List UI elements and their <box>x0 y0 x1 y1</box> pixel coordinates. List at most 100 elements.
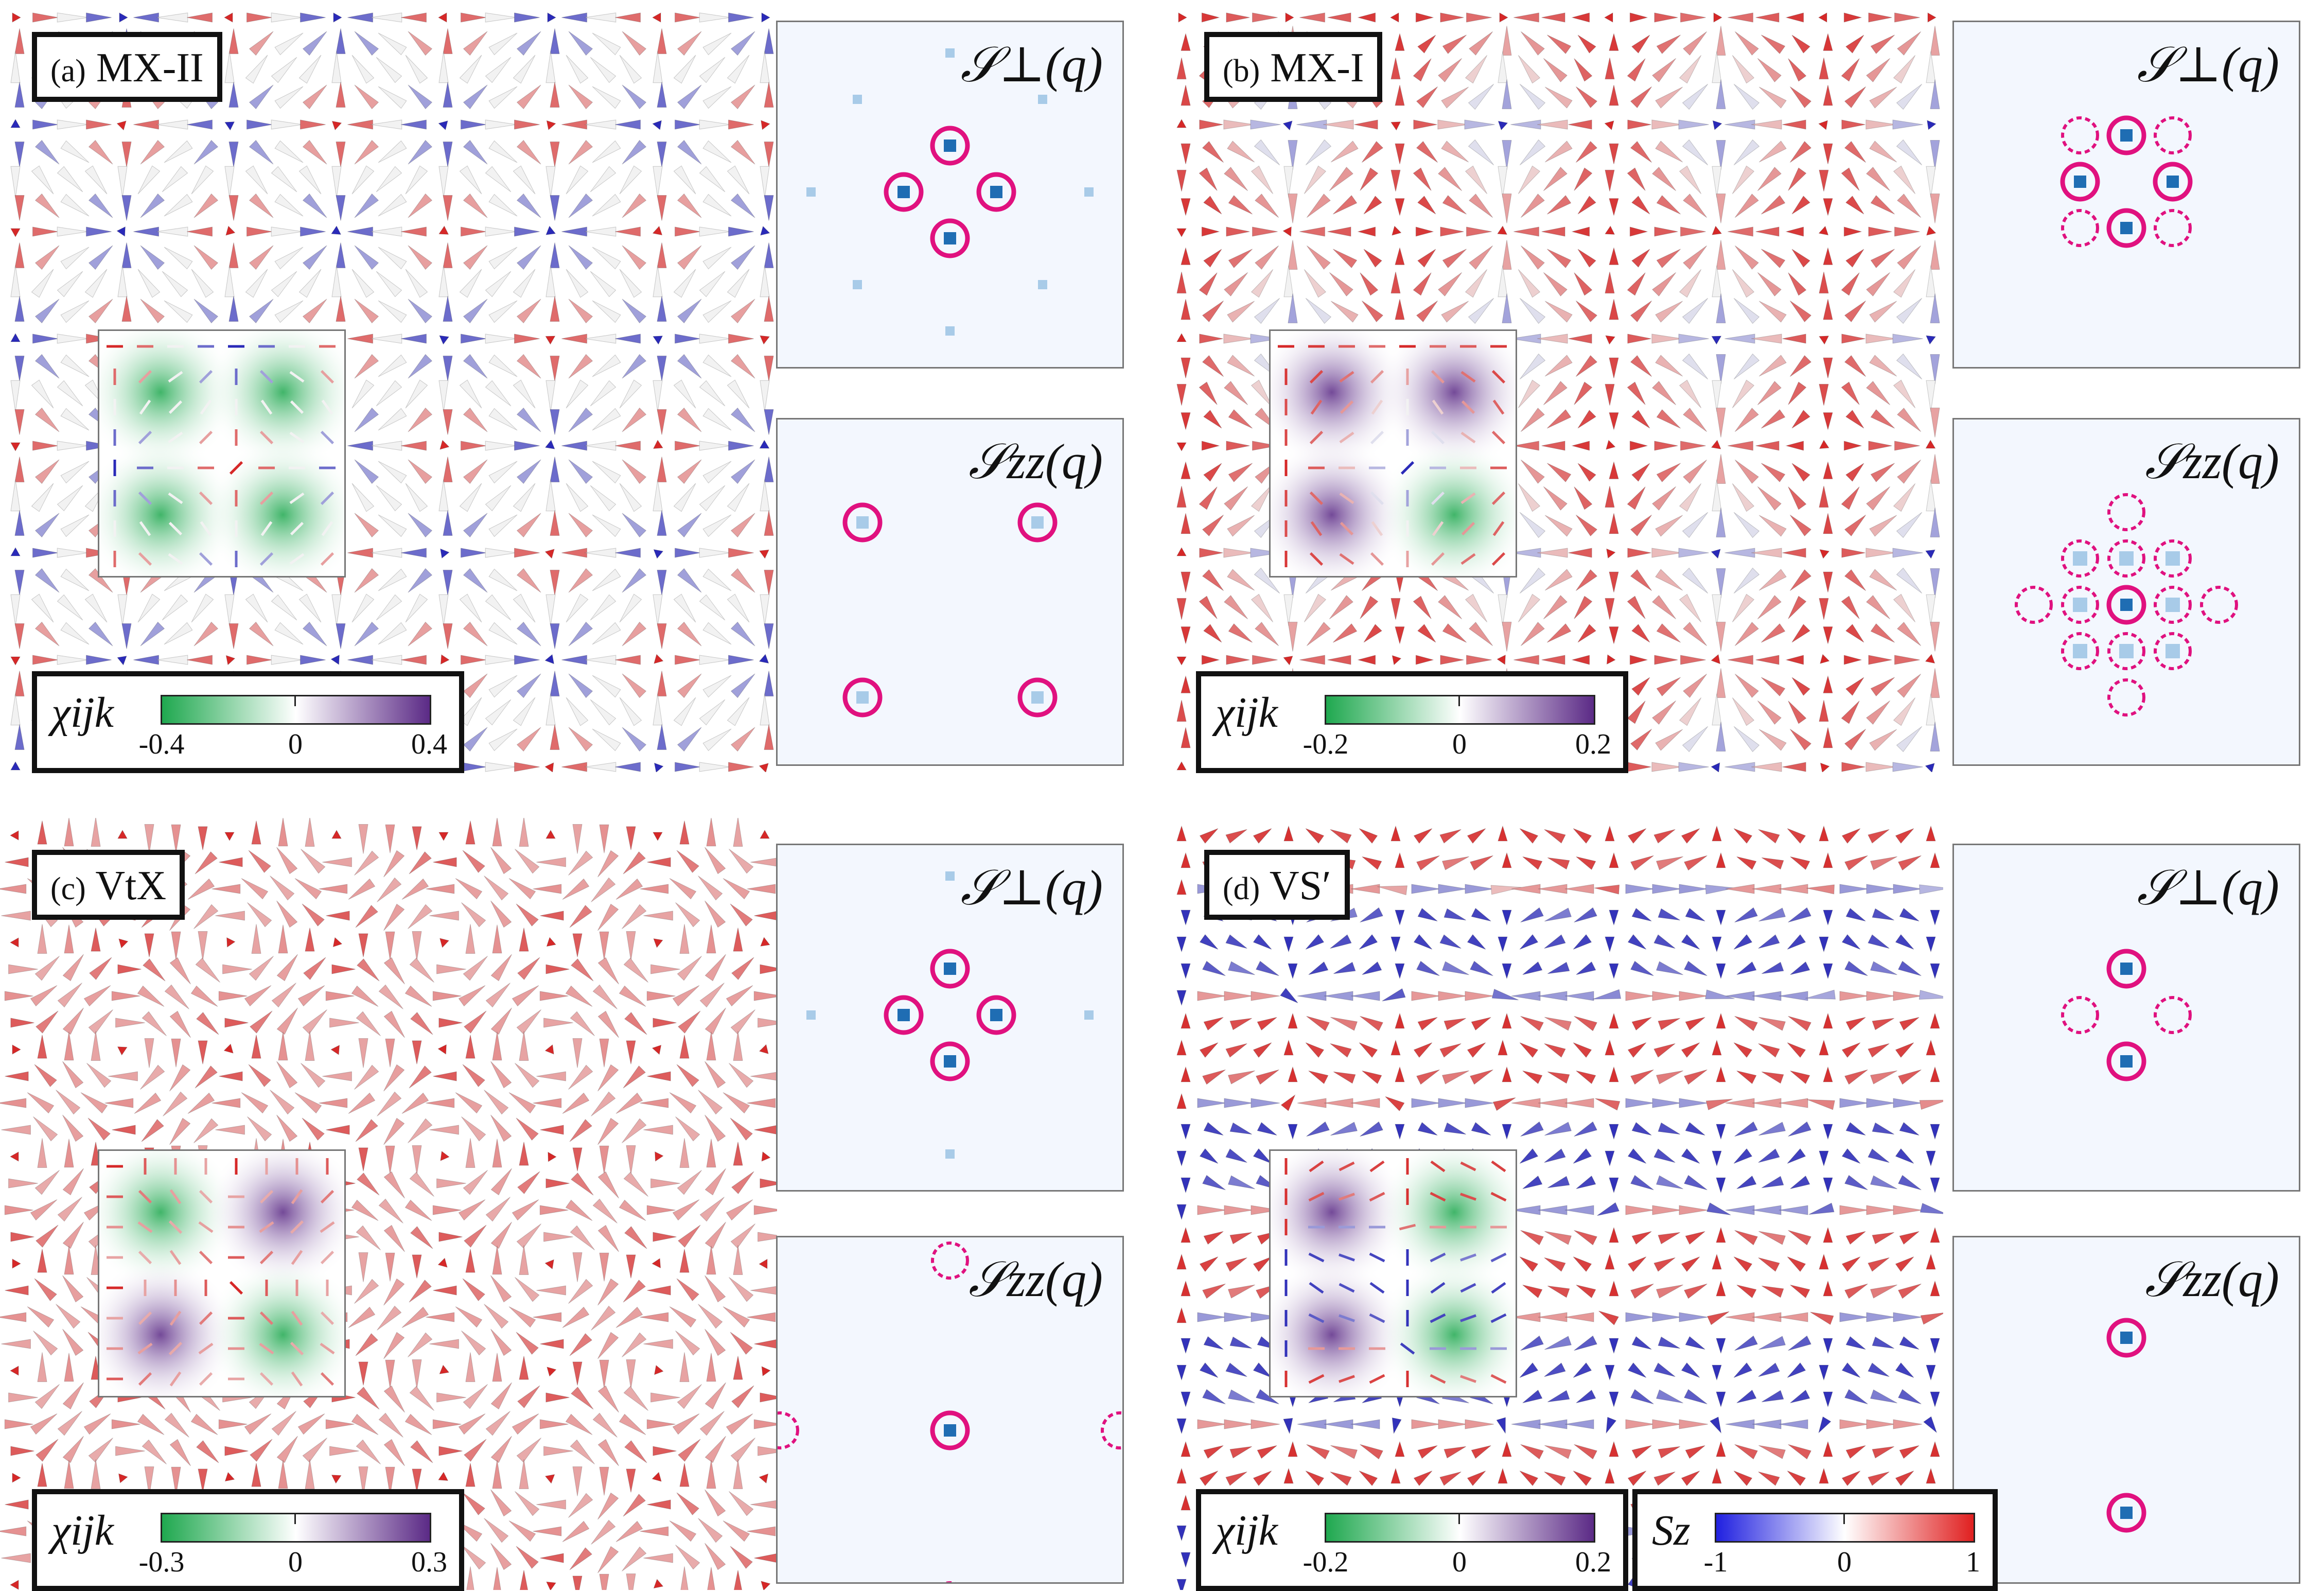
spin-arrow <box>1573 1471 1592 1487</box>
spin-arrow <box>1323 119 1354 130</box>
spin-arrow <box>1712 594 1722 626</box>
spin-arrow <box>730 84 755 110</box>
spin-arrow <box>354 1279 379 1304</box>
spin-arrow <box>1576 856 1596 870</box>
spin-arrow <box>677 31 702 56</box>
spin-arrow <box>699 226 731 237</box>
spin-arrow <box>465 820 476 845</box>
spin-arrow <box>1870 1070 1897 1085</box>
spin-arrow <box>1845 34 1864 54</box>
spin-arrow <box>1870 677 1895 697</box>
spin-arrow <box>60 247 90 270</box>
spin-arrow <box>514 655 540 665</box>
spin-arrow <box>566 55 589 84</box>
spin-arrow <box>654 762 664 772</box>
spin-arrow <box>1251 379 1274 409</box>
spin-arrow <box>1920 1312 1943 1325</box>
spin-arrow <box>647 1285 671 1296</box>
spin-arrow <box>705 847 726 875</box>
spin-arrow <box>1788 1121 1812 1137</box>
spin-arrow <box>14 409 25 435</box>
spin-arrow <box>193 1118 219 1144</box>
spin-arrow <box>1522 961 1543 975</box>
inset-spin-arrow <box>1371 399 1383 415</box>
spin-arrow <box>1329 167 1353 191</box>
spin-arrow <box>705 1275 726 1303</box>
spin-arrow <box>568 245 593 270</box>
spin-arrow <box>224 1018 249 1028</box>
spin-arrow <box>86 1062 112 1088</box>
spin-arrow <box>1604 12 1613 23</box>
spin-arrow <box>300 119 326 130</box>
spin-arrow <box>1511 1419 1541 1429</box>
spin-arrow <box>1683 31 1707 56</box>
spin-arrow <box>1839 991 1869 1001</box>
spin-arrow <box>458 1413 486 1435</box>
spin-arrow <box>1361 141 1384 163</box>
inset-spin-arrow <box>1490 1374 1507 1384</box>
spin-arrow <box>1819 1039 1829 1056</box>
spin-arrow <box>677 621 702 646</box>
spin-arrow <box>64 924 74 954</box>
inset-spin-arrow <box>229 1281 243 1295</box>
spin-arrow <box>1788 907 1812 923</box>
spin-arrow <box>1181 1494 1191 1511</box>
spin-arrow <box>1518 55 1541 84</box>
spin-arrow <box>1705 1098 1733 1111</box>
spin-arrow <box>10 1446 34 1456</box>
spin-arrow <box>1253 934 1272 950</box>
spin-arrow <box>759 549 769 559</box>
spin-arrow <box>1930 568 1940 598</box>
spin-arrow <box>1468 298 1494 324</box>
s-perp-title: 𝒮⊥(q) <box>960 37 1103 92</box>
spin-arrow <box>1725 1419 1755 1429</box>
spin-arrow <box>1870 463 1895 483</box>
spin-arrow <box>1469 31 1493 56</box>
spin-arrow <box>590 57 617 83</box>
spin-arrow <box>1502 1124 1512 1140</box>
spin-arrow <box>302 139 327 165</box>
spin-arrow <box>56 1304 81 1329</box>
spin-arrow <box>195 851 218 875</box>
spin-arrow <box>1761 857 1784 870</box>
spin-arrow <box>485 119 517 130</box>
spin-arrow <box>1201 226 1220 237</box>
spin-arrow <box>584 762 617 772</box>
spin-arrow <box>1927 120 1936 130</box>
spin-arrow <box>439 938 450 948</box>
spin-arrow <box>1782 762 1806 772</box>
spin-arrow <box>1925 763 1935 772</box>
spin-arrow <box>699 12 731 23</box>
spin-arrow <box>1609 1012 1619 1029</box>
spin-arrow <box>516 513 541 538</box>
spin-arrow <box>12 12 22 23</box>
spin-arrow <box>1609 626 1619 645</box>
spin-arrow <box>1609 1227 1619 1243</box>
spin-arrow <box>702 568 732 591</box>
spin-arrow <box>62 1061 84 1089</box>
spin-arrow <box>438 594 449 626</box>
spin-arrow <box>86 655 112 665</box>
spin-arrow <box>1728 12 1753 23</box>
spin-arrow <box>215 1125 245 1135</box>
inset-spin-arrow <box>1339 1375 1355 1383</box>
spin-arrow <box>142 1011 167 1037</box>
spin-arrow <box>1305 828 1325 844</box>
spin-arrow <box>647 1071 671 1081</box>
spin-arrow <box>351 269 375 298</box>
spin-arrow <box>1785 655 1804 665</box>
spin-arrow <box>1734 459 1759 484</box>
spin-arrow <box>699 699 726 726</box>
spin-arrow <box>672 985 700 1007</box>
spin-arrow <box>1866 486 1891 511</box>
spin-arrow <box>1760 249 1786 269</box>
spin-arrow <box>439 440 450 450</box>
spin-arrow <box>1679 593 1702 623</box>
spin-arrow <box>1411 991 1441 1001</box>
spin-arrow <box>760 1178 777 1188</box>
spin-arrow <box>1788 1230 1812 1246</box>
spin-arrow <box>378 1412 403 1438</box>
spin-arrow <box>1575 86 1598 109</box>
spin-arrow <box>516 459 541 484</box>
spin-arrow <box>1892 334 1923 344</box>
